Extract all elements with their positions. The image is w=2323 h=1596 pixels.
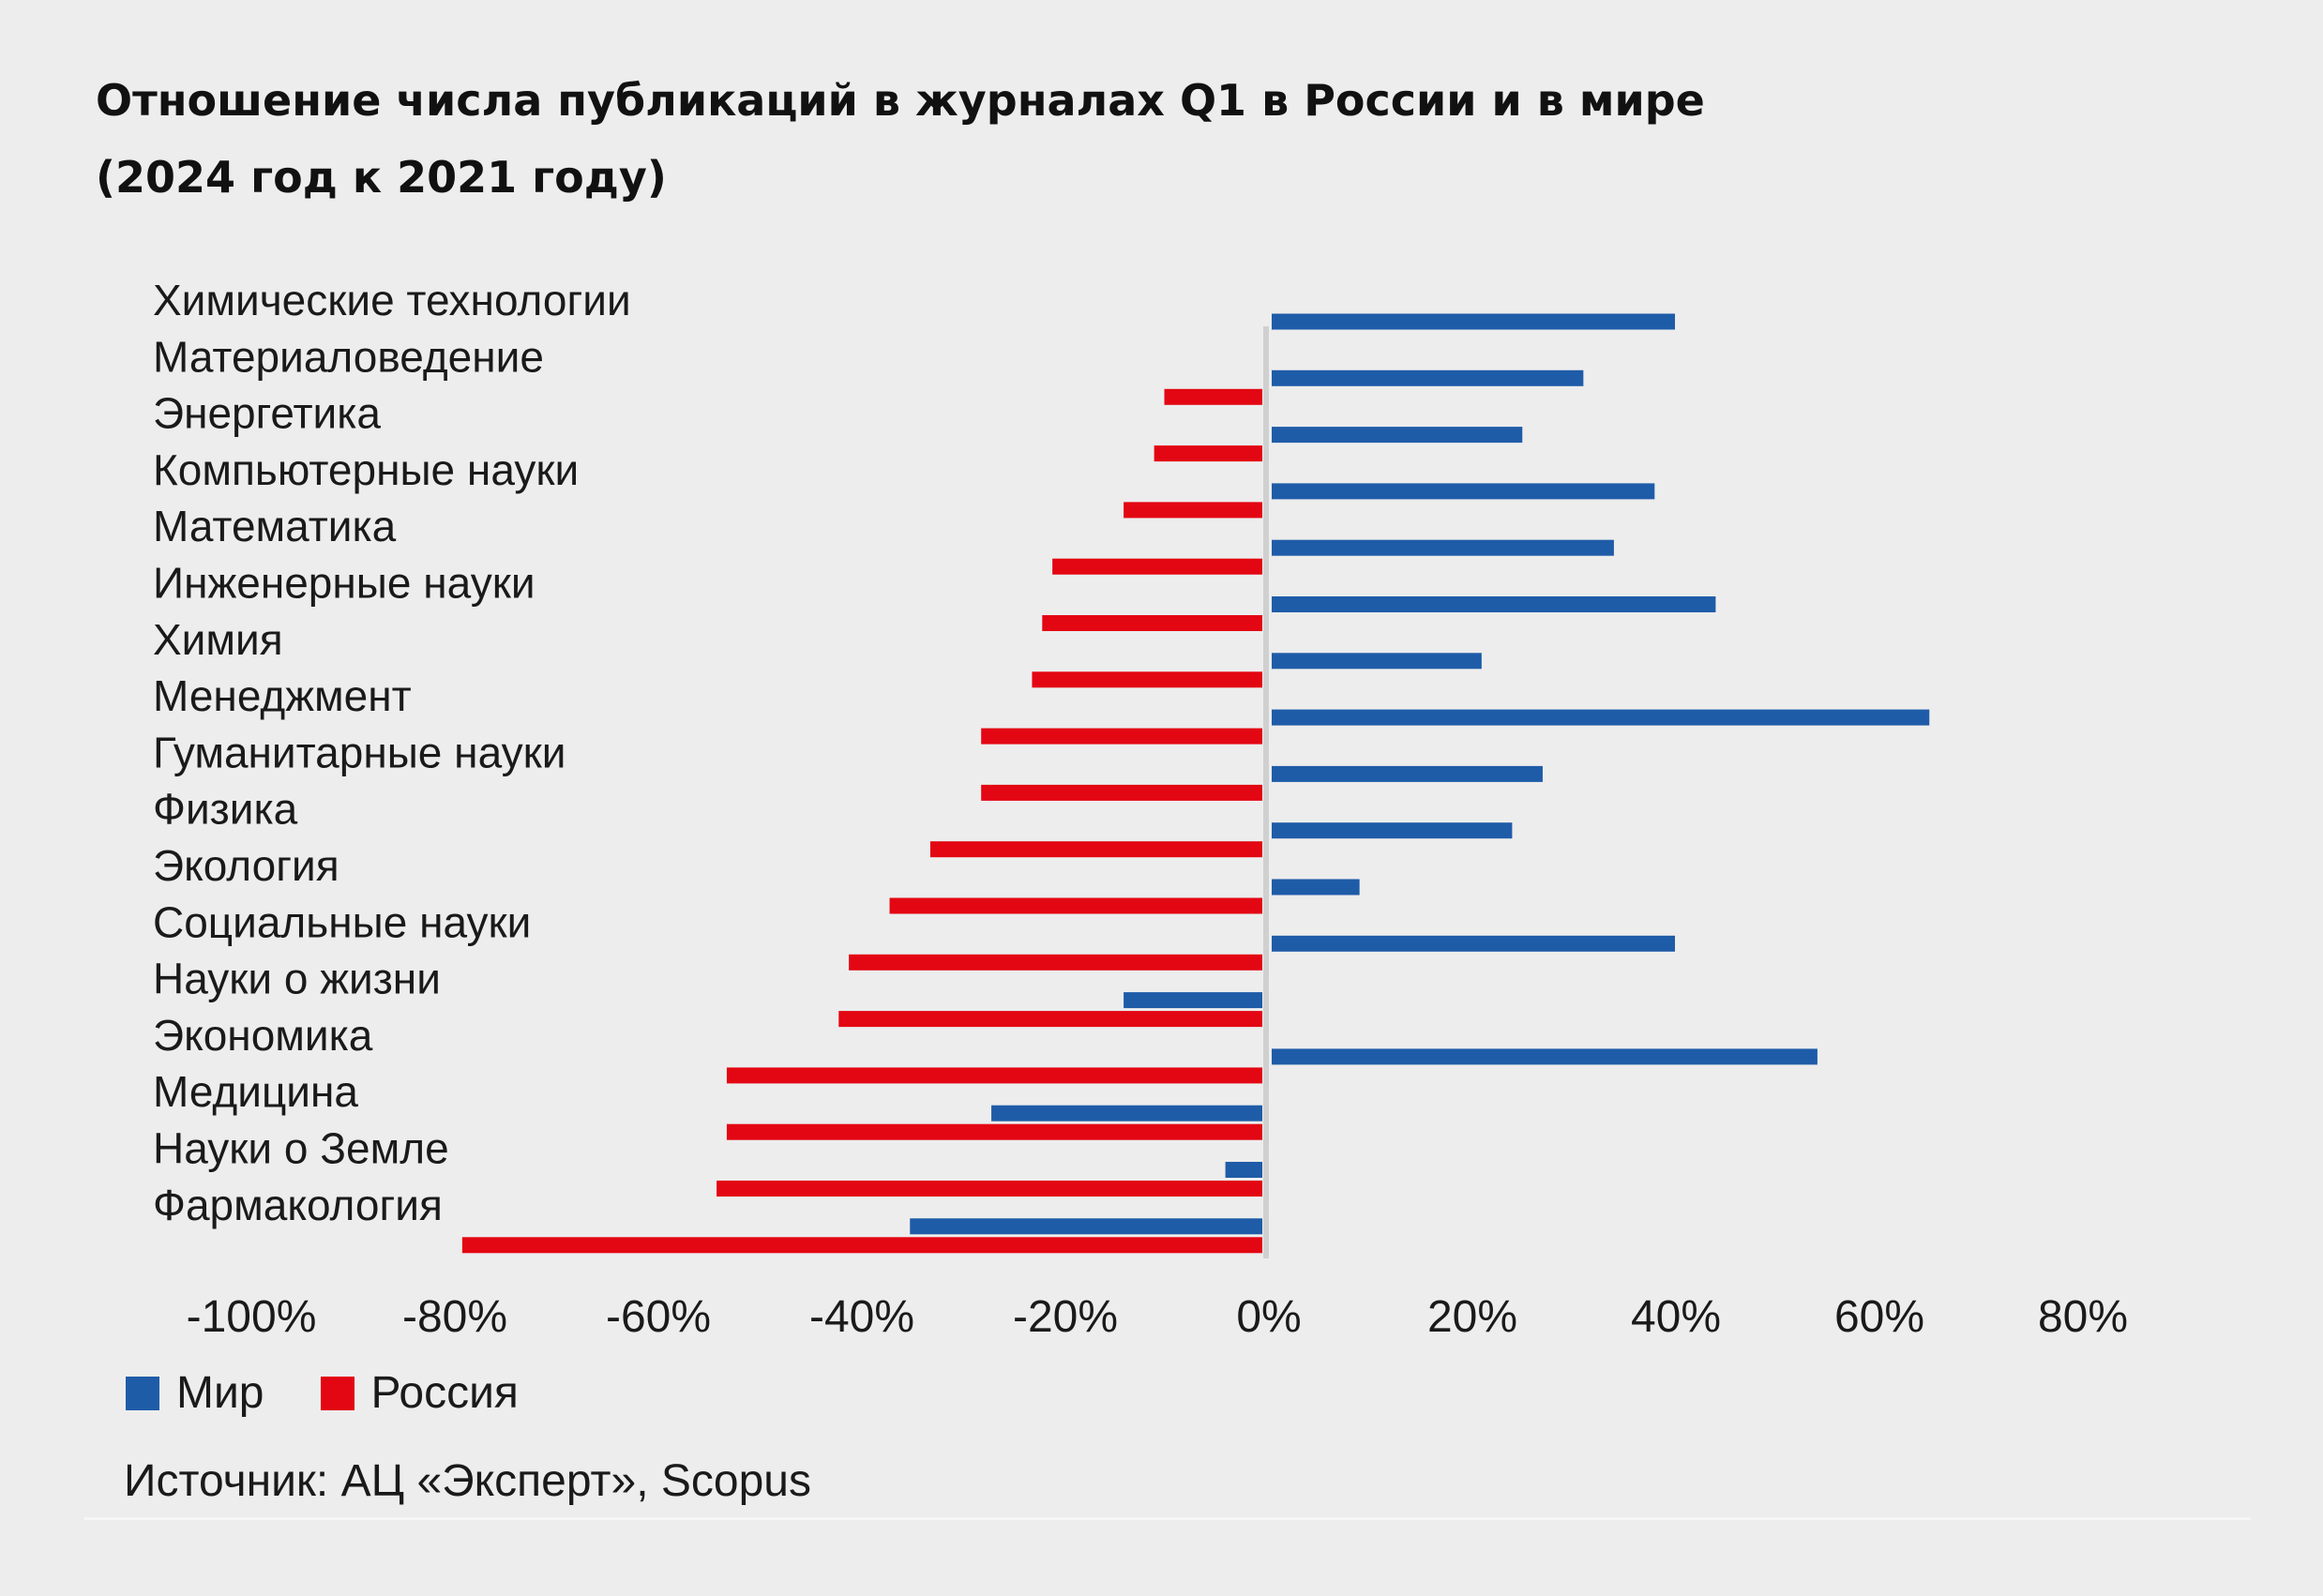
category-label: Науки о Земле bbox=[153, 1124, 449, 1173]
bar-russia bbox=[1042, 615, 1262, 631]
bar-world bbox=[1272, 483, 1655, 500]
bar-world bbox=[1272, 1048, 1818, 1065]
category-label: Фармакология bbox=[153, 1181, 443, 1229]
bar-russia bbox=[1124, 502, 1262, 519]
x-tick-label: 60% bbox=[1834, 1292, 1924, 1342]
category-label: Компьютерные науки bbox=[153, 445, 579, 494]
category-label: Физика bbox=[153, 785, 298, 834]
x-tick-label: 80% bbox=[2038, 1292, 2128, 1342]
category-label: Математика bbox=[153, 502, 397, 550]
x-tick-label: 20% bbox=[1427, 1292, 1517, 1342]
x-tick-label: -40% bbox=[809, 1292, 914, 1342]
bar-world bbox=[1272, 427, 1523, 444]
legend-item-russia: Россия bbox=[320, 1367, 519, 1419]
chart-title: Отношение числа публикаций в журналах Q1… bbox=[96, 62, 1705, 216]
x-tick-label: -80% bbox=[402, 1292, 507, 1342]
x-tick-label: 0% bbox=[1236, 1292, 1301, 1342]
bar-world bbox=[1225, 1162, 1262, 1178]
category-label: Социальные науки bbox=[153, 897, 531, 946]
legend-label-russia: Россия bbox=[370, 1368, 519, 1418]
bar-russia bbox=[1032, 671, 1262, 688]
category-label: Экология bbox=[153, 841, 339, 890]
x-tick-label: 40% bbox=[1631, 1292, 1721, 1342]
bar-russia bbox=[981, 728, 1262, 745]
bar-russia bbox=[461, 1237, 1263, 1254]
bar-russia bbox=[929, 841, 1262, 858]
title-line-2: (2024 год к 2021 году) bbox=[96, 152, 667, 203]
category-label: Материаловедение bbox=[153, 332, 544, 381]
bar-russia bbox=[889, 897, 1262, 914]
legend: Мир Россия bbox=[126, 1367, 575, 1419]
bar-chart: Химические технологии Материаловедение Эне… bbox=[153, 276, 2128, 1342]
bar-world bbox=[1272, 879, 1360, 896]
category-label: Химия bbox=[153, 615, 283, 664]
source-note: Источник: АЦ «Эксперт», Scopus bbox=[124, 1456, 811, 1506]
legend-label-world: Мир bbox=[176, 1368, 264, 1418]
bar-russia bbox=[849, 954, 1262, 971]
bar-russia bbox=[838, 1011, 1262, 1028]
bar-world bbox=[1272, 539, 1614, 556]
bar-russia bbox=[1154, 445, 1262, 462]
bar-world bbox=[1124, 992, 1262, 1009]
bar-world bbox=[1272, 765, 1543, 782]
bar-world bbox=[910, 1218, 1262, 1235]
category-label: Менеджмент bbox=[153, 671, 412, 720]
legend-swatch-russia bbox=[320, 1376, 354, 1410]
bar-russia bbox=[726, 1067, 1262, 1084]
bar-russia bbox=[1052, 558, 1262, 575]
bar-world bbox=[1272, 596, 1716, 612]
category-label: Медицина bbox=[153, 1067, 358, 1116]
category-label: Химические технологии bbox=[153, 276, 631, 324]
bar-world bbox=[1272, 653, 1482, 670]
category-label: Науки о жизни bbox=[153, 955, 441, 1003]
bar-world bbox=[1272, 935, 1675, 952]
bar-russia bbox=[717, 1181, 1262, 1197]
divider bbox=[84, 1517, 2251, 1520]
bar-world bbox=[1272, 313, 1675, 330]
x-tick-label: -20% bbox=[1013, 1292, 1118, 1342]
x-tick-label: -60% bbox=[606, 1292, 711, 1342]
bar-world bbox=[991, 1105, 1262, 1122]
bar-russia bbox=[981, 784, 1262, 801]
legend-swatch-world bbox=[126, 1376, 159, 1410]
category-label: Экономика bbox=[153, 1011, 373, 1060]
category-label: Инженерные науки bbox=[153, 559, 535, 608]
bar-world bbox=[1272, 369, 1584, 386]
bar-russia bbox=[726, 1123, 1262, 1140]
x-tick-label: -100% bbox=[187, 1292, 317, 1342]
legend-item-world: Мир bbox=[126, 1367, 264, 1419]
category-label: Гуманитарные науки bbox=[153, 728, 566, 776]
title-line-1: Отношение числа публикаций в журналах Q1… bbox=[96, 75, 1705, 126]
bar-russia bbox=[1164, 388, 1262, 405]
bar-world bbox=[1272, 709, 1930, 726]
bar-world bbox=[1272, 822, 1513, 839]
category-label: Энергетика bbox=[153, 389, 381, 438]
